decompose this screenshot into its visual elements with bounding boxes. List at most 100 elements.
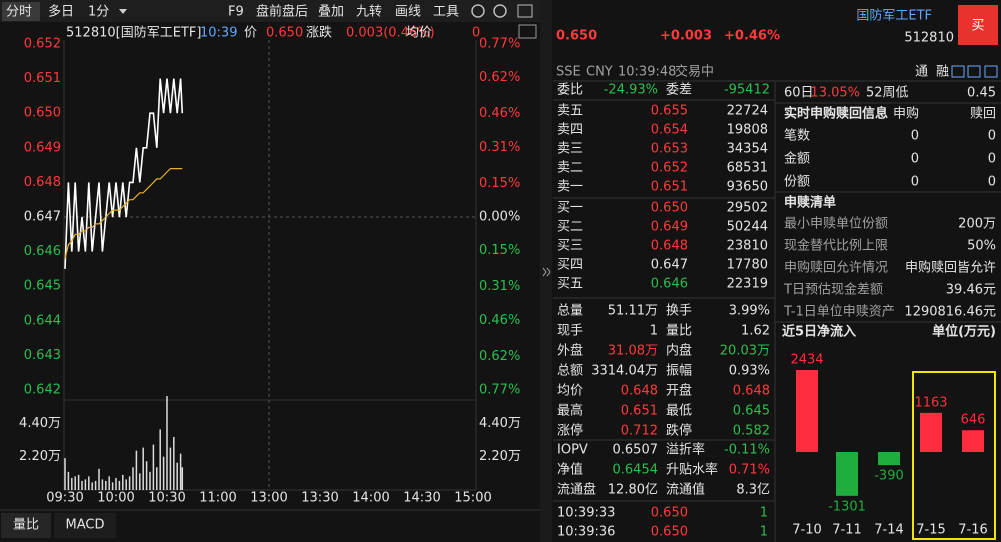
stat-value: 0.6507 (613, 443, 659, 458)
trade-price: 0.650 (651, 506, 688, 521)
toolbar-item[interactable]: 工具 (433, 5, 459, 20)
toolbar-item[interactable]: 分时 (6, 5, 32, 20)
exchange: SSE (556, 65, 581, 80)
trade-time: 10:39:33 (557, 506, 615, 521)
stat-label: IOPV (557, 443, 588, 458)
buy-button[interactable] (958, 5, 998, 45)
bid-price: 0.650 (651, 201, 688, 216)
wp-icon[interactable] (518, 24, 537, 39)
row-label: 最小申赎单位份额 (784, 217, 888, 232)
flow-value-label: 1163 (914, 395, 947, 410)
volume-bar (122, 474, 124, 490)
stat-label: 内盘 (666, 343, 692, 359)
average-line (64, 168, 183, 259)
volume-bar (115, 477, 117, 490)
ask-price: 0.652 (651, 161, 688, 176)
y2-tick-label: 0.77% (479, 383, 520, 398)
chart-symbol: 512810[国防军工ETF] (66, 25, 201, 41)
refresh-icon[interactable] (493, 4, 507, 18)
edit-icon[interactable] (967, 65, 981, 78)
volume-bar (176, 462, 178, 490)
change-pct: +0.46% (724, 29, 780, 44)
toolbar-item[interactable]: 九转 (356, 5, 382, 20)
tab-box[interactable] (54, 513, 116, 538)
column-header: 申购 (893, 106, 919, 122)
flow-category: 7-11 (832, 523, 862, 538)
volume-bar (149, 471, 151, 490)
volume-bar (132, 467, 134, 490)
x-tick-label: 14:30 (403, 491, 440, 506)
row-label: 笔数 (784, 128, 810, 144)
stat-value: 0.582 (733, 424, 770, 439)
tab-box[interactable] (1, 513, 51, 538)
y2-tick-label: 0.15% (479, 176, 520, 191)
volume-bar (81, 480, 83, 490)
edit-icon[interactable] (984, 65, 998, 78)
bottom-tab[interactable]: 量比 (13, 518, 39, 533)
stat-value: 12.80亿 (608, 483, 658, 498)
flow-title: 近5日净流入 (782, 324, 856, 340)
bottom-tab[interactable]: MACD (66, 518, 105, 533)
toolbar-item[interactable]: 盘前盘后 (256, 4, 308, 20)
volume-bar (77, 474, 80, 490)
y-tick-label: 0.643 (24, 348, 61, 363)
volume-bar (152, 444, 155, 490)
toolbar-item[interactable]: 多日 (48, 4, 74, 20)
volume-bar (181, 467, 184, 490)
row-value: 0 (911, 175, 919, 190)
stat-value: -0.11% (724, 443, 770, 458)
stat-label: 升贴水率 (666, 462, 718, 478)
value: -95412 (724, 83, 770, 98)
row-label: T日预估现金差额 (783, 282, 883, 298)
buy-label[interactable]: 买 (971, 19, 984, 34)
row-label: 现金替代比例上限 (784, 238, 888, 254)
trade-price: 0.650 (651, 525, 688, 540)
ask-volume: 93650 (727, 180, 768, 195)
volume-bar (88, 476, 90, 490)
stat-label: 最高 (557, 403, 583, 419)
volume-bar (139, 473, 141, 490)
settings-icon[interactable] (471, 4, 485, 18)
quote-time: 10:39:48 (618, 65, 676, 80)
flow-category: 7-15 (916, 523, 946, 538)
y-tick-label: 0.650 (24, 106, 61, 121)
y-tick-label: 0.647 (24, 210, 61, 225)
info-label: 60日 (784, 86, 814, 101)
toolbar-item[interactable]: 画线 (395, 5, 421, 20)
stat-value: 3314.04万 (591, 364, 658, 379)
volume-bar (142, 447, 144, 490)
bid-volume: 29502 (727, 201, 768, 216)
stat-value: 0.648 (733, 384, 770, 399)
row-value: 0 (988, 152, 996, 167)
collapse-bar[interactable] (540, 0, 552, 542)
bid-label: 买五 (557, 277, 583, 292)
ask-volume: 22724 (727, 104, 768, 119)
flow-bar (836, 452, 858, 496)
volume-bar (108, 476, 110, 490)
dropdown-icon[interactable] (119, 9, 127, 14)
flow-category: 7-14 (874, 523, 904, 538)
info-value: 13.05% (810, 86, 860, 101)
window-icon[interactable] (517, 4, 533, 18)
flow-category: 7-16 (958, 523, 988, 538)
bid-price: 0.649 (651, 220, 688, 235)
row-value: 39.46元 (946, 283, 996, 298)
chart-price-label: 价 (244, 26, 257, 41)
stat-label: 外盘 (557, 343, 583, 359)
volume-tick-label: 4.40万 (479, 416, 521, 431)
stat-label: 涨停 (557, 423, 583, 439)
collapse-chevron (542, 267, 547, 277)
flow-value-label: -1301 (828, 499, 866, 514)
edit-icon[interactable] (951, 65, 965, 78)
toolbar-item[interactable]: 叠加 (318, 5, 344, 20)
y2-tick-label: 0.62% (479, 349, 520, 364)
toolbar-item[interactable]: 1分 (88, 5, 109, 20)
ask-label: 卖五 (557, 104, 583, 119)
volume-bar (105, 480, 107, 490)
stat-value: 1 (650, 324, 658, 339)
chart-change: 0.003(0.46%) (346, 26, 435, 41)
toolbar-item[interactable]: F9 (228, 5, 244, 20)
bid-label: 买三 (557, 239, 583, 254)
section-title: 申赎清单 (784, 195, 836, 211)
volume-bar (94, 480, 97, 490)
